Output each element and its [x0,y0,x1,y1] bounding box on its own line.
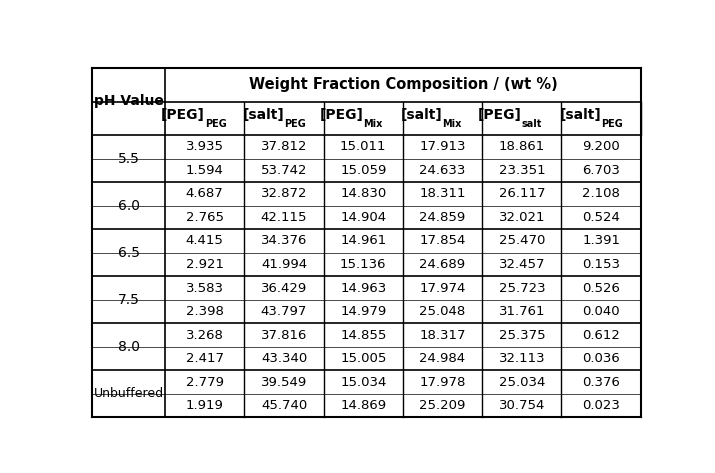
Text: 25.048: 25.048 [420,305,465,318]
Text: 42.115: 42.115 [261,211,307,224]
Text: 14.869: 14.869 [340,399,386,412]
Text: 14.961: 14.961 [340,235,386,247]
Text: 2.921: 2.921 [186,258,224,271]
Text: 0.040: 0.040 [582,305,620,318]
Text: 6.703: 6.703 [582,164,620,177]
Text: 14.855: 14.855 [340,329,387,342]
Text: PEG: PEG [204,119,227,129]
Text: 32.457: 32.457 [498,258,545,271]
Text: 24.633: 24.633 [420,164,465,177]
Text: 25.209: 25.209 [420,399,465,412]
Text: 36.429: 36.429 [261,281,307,295]
Text: 17.913: 17.913 [419,140,465,153]
Text: 34.376: 34.376 [261,235,307,247]
Text: [PEG]: [PEG] [161,107,204,122]
Text: 43.340: 43.340 [261,352,307,365]
Text: 18.317: 18.317 [419,329,465,342]
Text: 0.524: 0.524 [582,211,620,224]
Text: 32.113: 32.113 [498,352,545,365]
Text: Mix: Mix [363,119,383,129]
Text: 24.859: 24.859 [420,211,465,224]
Text: 1.594: 1.594 [186,164,224,177]
Text: 0.153: 0.153 [582,258,620,271]
Text: 25.034: 25.034 [498,376,545,388]
Text: 8.0: 8.0 [118,340,139,354]
Text: [PEG]: [PEG] [478,107,522,122]
Text: 15.059: 15.059 [340,164,387,177]
Text: 7.5: 7.5 [118,293,139,307]
Text: [salt]: [salt] [559,107,601,122]
Text: 32.021: 32.021 [498,211,545,224]
Text: 37.816: 37.816 [261,329,307,342]
Text: 45.740: 45.740 [261,399,307,412]
Text: 14.979: 14.979 [340,305,386,318]
Text: Mix: Mix [443,119,462,129]
Text: 4.415: 4.415 [186,235,224,247]
Text: 23.351: 23.351 [498,164,545,177]
Text: 6.5: 6.5 [118,246,139,260]
Text: 25.470: 25.470 [498,235,545,247]
Text: 14.963: 14.963 [340,281,386,295]
Text: 15.011: 15.011 [340,140,387,153]
Text: 24.984: 24.984 [420,352,465,365]
Text: 3.583: 3.583 [186,281,224,295]
Text: 15.005: 15.005 [340,352,387,365]
Text: 1.919: 1.919 [186,399,224,412]
Text: 41.994: 41.994 [261,258,307,271]
Text: [salt]: [salt] [242,107,284,122]
Text: 2.108: 2.108 [582,187,620,201]
Text: 4.687: 4.687 [186,187,224,201]
Text: 2.779: 2.779 [186,376,224,388]
Text: 18.861: 18.861 [498,140,545,153]
Text: 18.311: 18.311 [419,187,465,201]
Text: 1.391: 1.391 [582,235,620,247]
Text: 30.754: 30.754 [498,399,545,412]
Text: 14.830: 14.830 [340,187,386,201]
Text: pH Value: pH Value [94,95,164,108]
Text: 3.935: 3.935 [186,140,224,153]
Text: 17.854: 17.854 [420,235,465,247]
Text: 9.200: 9.200 [582,140,620,153]
Text: 0.376: 0.376 [582,376,620,388]
Text: 25.723: 25.723 [498,281,545,295]
Text: 17.974: 17.974 [420,281,465,295]
Text: 39.549: 39.549 [261,376,307,388]
Text: 0.612: 0.612 [582,329,620,342]
Text: 25.375: 25.375 [498,329,545,342]
Text: 53.742: 53.742 [261,164,307,177]
Text: 3.268: 3.268 [186,329,224,342]
Text: 2.398: 2.398 [186,305,224,318]
Text: 2.765: 2.765 [186,211,224,224]
Text: PEG: PEG [284,119,306,129]
Text: 17.978: 17.978 [420,376,465,388]
Text: 32.872: 32.872 [261,187,307,201]
Text: 14.904: 14.904 [340,211,386,224]
Text: 37.812: 37.812 [261,140,307,153]
Text: [PEG]: [PEG] [320,107,363,122]
Text: 15.034: 15.034 [340,376,387,388]
Text: 2.417: 2.417 [186,352,224,365]
Text: 0.526: 0.526 [582,281,620,295]
Text: PEG: PEG [601,119,623,129]
Text: 24.689: 24.689 [420,258,465,271]
Text: 6.0: 6.0 [118,199,139,213]
Text: 0.036: 0.036 [582,352,620,365]
Text: salt: salt [522,119,542,129]
Text: 5.5: 5.5 [118,152,139,166]
Text: 15.136: 15.136 [340,258,387,271]
Text: Unbuffered: Unbuffered [94,387,164,400]
Text: 43.797: 43.797 [261,305,307,318]
Text: 0.023: 0.023 [582,399,620,412]
Text: Weight Fraction Composition / (wt %): Weight Fraction Composition / (wt %) [249,77,557,92]
Text: 31.761: 31.761 [498,305,545,318]
Text: 26.117: 26.117 [498,187,545,201]
Text: [salt]: [salt] [401,107,443,122]
